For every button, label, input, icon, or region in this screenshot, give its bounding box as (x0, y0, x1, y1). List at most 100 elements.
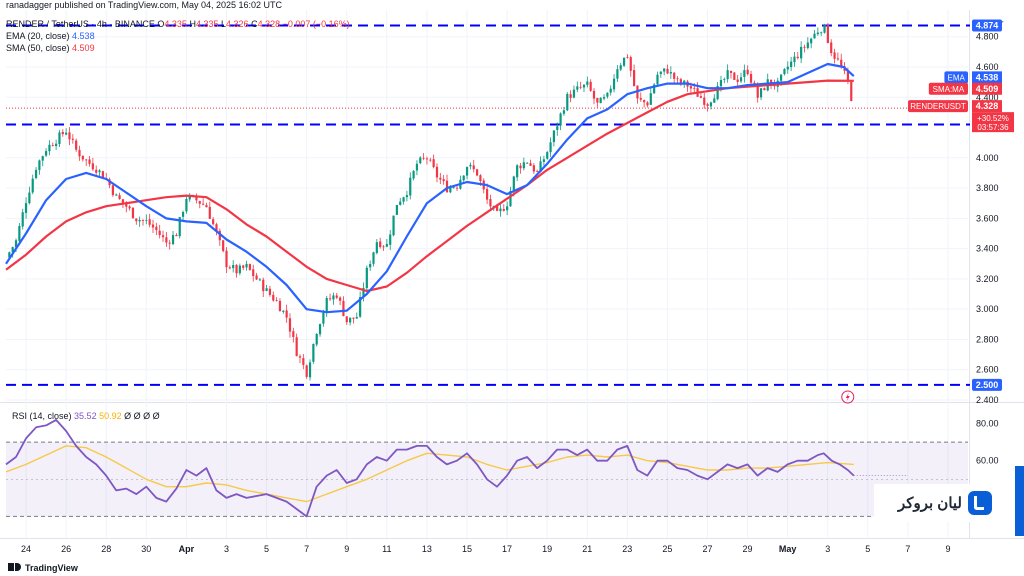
candle-body (539, 161, 542, 172)
candle-body (379, 241, 382, 248)
candle-body (349, 317, 352, 323)
candle-body (338, 297, 342, 301)
price-value-text: 4.509 (976, 84, 999, 94)
candle-body (205, 205, 208, 208)
candle-body (546, 152, 549, 159)
candle-body (135, 218, 138, 222)
candle-body (666, 68, 669, 74)
candle-body (315, 333, 318, 345)
time-tick-label: May (779, 544, 797, 554)
candle-body (55, 143, 58, 147)
price-tick-label: 4.000 (976, 153, 999, 163)
candle-body (101, 171, 104, 179)
candle-body (442, 179, 445, 182)
candle-body (499, 208, 502, 212)
candle-body (756, 85, 759, 98)
price-tick-label: 3.200 (976, 274, 999, 284)
candle-body (222, 240, 225, 252)
candle-body (609, 88, 612, 93)
rsi-extra-values: Ø Ø Ø Ø (124, 411, 160, 421)
candle-body (506, 206, 509, 211)
candle-body (78, 149, 81, 157)
sma-legend[interactable]: SMA (50, close) 4.509 (6, 43, 95, 53)
candle-body (34, 169, 38, 178)
candle-body (48, 144, 51, 152)
candle-body (449, 187, 452, 193)
candle-body (639, 98, 642, 100)
candle-body (736, 79, 739, 82)
candle-body (579, 86, 582, 88)
candle-body (465, 167, 469, 176)
candle-body (706, 104, 709, 106)
price-tick-label: 3.600 (976, 213, 999, 223)
candle-body (643, 100, 646, 103)
candle-body (352, 317, 355, 319)
time-tick-label: 7 (905, 544, 910, 554)
candle-body (616, 69, 619, 79)
ema-line (5, 62, 855, 314)
candle-body (673, 72, 676, 79)
candle-body (58, 132, 61, 145)
candle-body (225, 250, 228, 268)
candle-body (65, 132, 68, 135)
candle-body (175, 235, 178, 237)
candle-body (111, 185, 115, 196)
candle-body (188, 195, 191, 200)
candle-body (455, 187, 459, 189)
candle-body (516, 165, 519, 178)
symbol-title[interactable]: RENDER / TetherUS · 4h · BINANCE (6, 19, 155, 29)
price-tick-label: 4.400 (976, 92, 999, 102)
price-label-text: EMA (948, 73, 966, 82)
rsi-legend[interactable]: RSI (14, close) 35.52 50.92 Ø Ø Ø Ø (12, 411, 160, 421)
candle-body (439, 177, 442, 180)
tradingview-text: TradingView (25, 563, 78, 573)
candle-body (729, 70, 733, 73)
candle-body (195, 195, 198, 201)
candle-body (586, 81, 589, 85)
candle-body (632, 70, 636, 86)
candle-body (292, 331, 295, 337)
ohlc-legend: RENDER / TetherUS · 4h · BINANCE O4.335 … (6, 19, 350, 29)
candle-body (248, 264, 251, 270)
candle-body (749, 74, 753, 83)
candle-body (582, 84, 586, 88)
candle-body (629, 57, 632, 71)
price-extra-tag (972, 112, 1014, 133)
candle-body (726, 70, 729, 80)
level-price-label: 4.874 (976, 21, 999, 31)
candle-body (592, 90, 596, 99)
time-tick-label: 24 (21, 544, 31, 554)
candle-body (556, 126, 559, 130)
candle-body (472, 165, 475, 170)
candle-body (165, 237, 168, 243)
candle-body (359, 297, 362, 317)
candle-body (836, 58, 839, 60)
tradingview-footer[interactable]: TradingView (8, 563, 78, 573)
candle-body (335, 295, 338, 298)
sma-legend-value: 4.509 (72, 43, 95, 53)
brand-text: لیان بروکر (898, 495, 962, 512)
time-tick-label: 29 (743, 544, 753, 554)
candle-body (522, 162, 525, 169)
time-tick-label: 27 (702, 544, 712, 554)
price-tick-label: 3.800 (976, 183, 999, 193)
candle-body (445, 180, 449, 193)
rsi-ma-legend-value: 50.92 (99, 411, 122, 421)
candle-body (215, 224, 218, 232)
candle-body (148, 219, 151, 225)
candle-body (435, 166, 439, 178)
candle-body (275, 300, 278, 302)
candle-body (308, 362, 312, 378)
candle-body (258, 279, 262, 281)
candle-body (21, 212, 24, 227)
time-tick-label: 11 (382, 544, 391, 554)
candle-body (98, 170, 101, 173)
ema-legend[interactable]: EMA (20, close) 4.538 (6, 31, 95, 41)
candle-body (31, 178, 34, 193)
candle-body (282, 310, 285, 312)
candle-body (793, 56, 796, 63)
candle-body (723, 79, 726, 80)
candle-body (783, 69, 786, 75)
time-tick-label: Apr (179, 544, 195, 554)
